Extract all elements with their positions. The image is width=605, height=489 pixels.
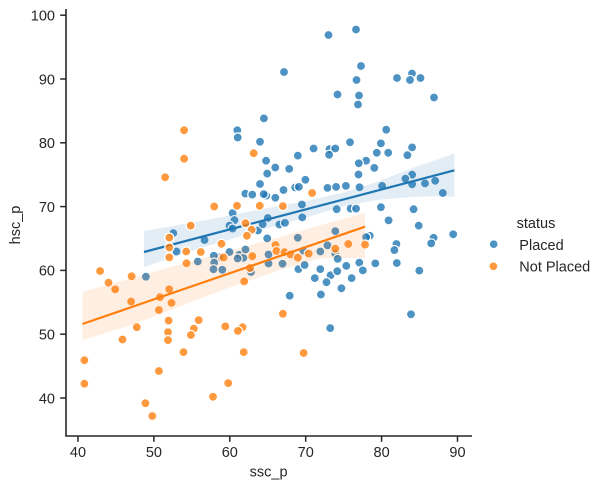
- svg-text:60: 60: [39, 264, 55, 280]
- svg-text:80: 80: [39, 136, 55, 152]
- svg-text:90: 90: [39, 72, 55, 88]
- svg-text:Placed: Placed: [519, 238, 563, 254]
- svg-text:status: status: [517, 216, 556, 232]
- svg-text:50: 50: [146, 445, 162, 461]
- svg-text:60: 60: [222, 445, 238, 461]
- svg-text:100: 100: [31, 9, 55, 25]
- svg-text:ssc_p: ssc_p: [250, 464, 288, 480]
- svg-text:Not Placed: Not Placed: [519, 260, 590, 276]
- svg-text:50: 50: [39, 328, 55, 344]
- svg-text:70: 70: [39, 200, 55, 216]
- svg-text:40: 40: [70, 445, 86, 461]
- svg-text:70: 70: [298, 445, 314, 461]
- svg-text:80: 80: [374, 445, 390, 461]
- svg-text:90: 90: [449, 445, 465, 461]
- svg-text:40: 40: [39, 391, 55, 407]
- svg-text:hsc_p: hsc_p: [8, 206, 24, 245]
